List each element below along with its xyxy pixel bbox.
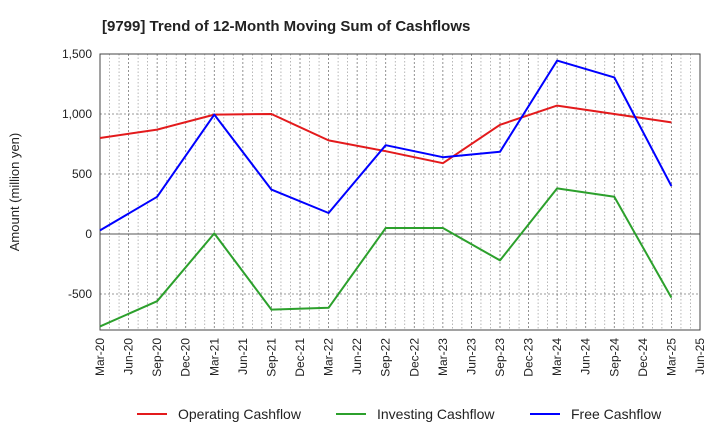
x-tick-label: Mar-22 [322,338,336,376]
y-tick-label: 1,500 [62,47,92,61]
x-tick-label: Mar-23 [436,338,450,376]
x-tick-label: Dec-24 [636,338,650,377]
x-tick-label: Jun-25 [693,338,707,375]
x-tick-label: Dec-20 [179,338,193,377]
x-tick-label: Jun-24 [579,338,593,375]
y-tick-label: 1,000 [62,107,92,121]
operating-cashflow-line [99,104,672,165]
legend-label: Operating Cashflow [178,406,302,422]
x-tick-label: Jun-20 [122,338,136,375]
y-tick-label: 500 [72,167,92,181]
y-axis-label: Amount (million yen) [7,133,22,252]
axes: 1,500 1,000 500 0 -500 Mar-20 Jun-20 Sep-20 Dec-… [62,47,707,377]
series-lines [99,59,673,328]
x-tick-label: Jun-23 [464,338,478,375]
legend-item-investing-cashflow: Investing Cashflow [336,406,495,422]
y-tick-label: -500 [68,287,92,301]
legend-label: Free Cashflow [571,406,662,422]
investing-cashflow-line [99,187,673,328]
legend-item-operating-cashflow: Operating Cashflow [137,406,302,422]
legend-label: Investing Cashflow [377,406,495,422]
x-tick-label: Mar-20 [93,338,107,376]
y-tick-label: 0 [85,227,92,241]
x-tick-label: Dec-22 [407,338,421,377]
x-tick-label: Mar-24 [550,338,564,376]
x-tick-label: Sep-23 [493,338,507,377]
x-tick-label: Sep-24 [607,338,621,377]
x-tick-label: Mar-25 [664,338,678,376]
x-tick-label: Dec-23 [522,338,536,377]
legend: Operating Cashflow Investing Cashflow Free… [137,406,662,422]
x-tick-label: Sep-22 [379,338,393,377]
grid [99,53,701,330]
plot-area [100,54,700,330]
x-tick-label: Jun-22 [350,338,364,375]
x-tick-label: Mar-21 [207,338,221,376]
plot-border [99,53,701,331]
x-tick-label: Sep-21 [264,338,278,377]
chart-title: [9799] Trend of 12-Month Moving Sum of C… [102,18,470,35]
x-tick-label: Dec-21 [293,338,307,377]
x-tick-label: Sep-20 [150,338,164,377]
free-cashflow-line [99,59,673,232]
x-tick-label: Jun-21 [236,338,250,375]
legend-item-free-cashflow: Free Cashflow [530,406,662,422]
